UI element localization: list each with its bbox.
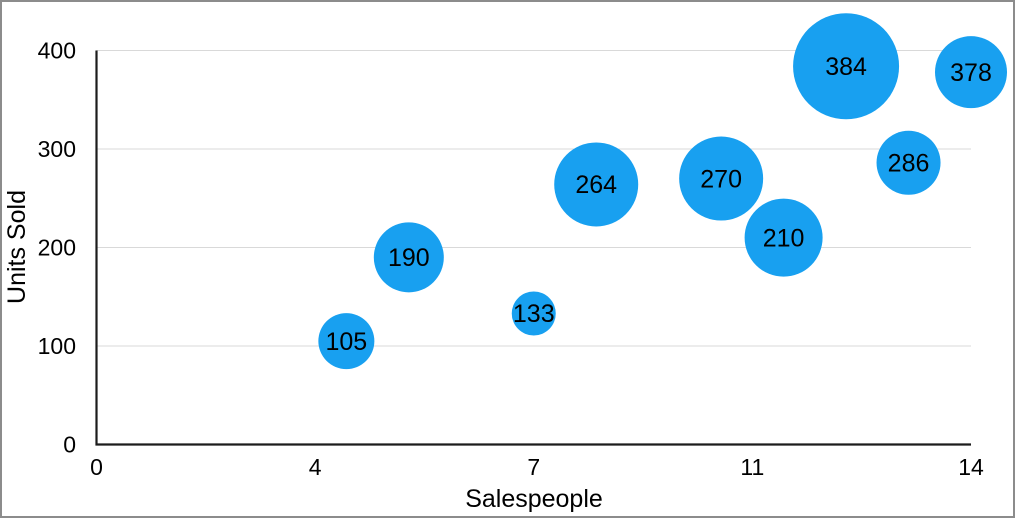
bubble-190 — [373, 222, 444, 293]
y-tick-label-200: 200 — [38, 235, 76, 261]
x-tick-label-7: 7 — [527, 454, 540, 480]
bubble-label-210: 210 — [763, 224, 805, 252]
bubble-label-286: 286 — [888, 150, 930, 178]
bubble-264 — [554, 142, 639, 227]
x-tick-label-11: 11 — [740, 454, 764, 480]
y-axis-title: Units Sold — [3, 190, 31, 304]
x-tick-label-4: 4 — [309, 454, 322, 480]
bubble-label-190: 190 — [388, 244, 430, 272]
bubble-270 — [679, 136, 764, 221]
bubble-210 — [744, 198, 823, 277]
y-tick-label-100: 100 — [38, 333, 76, 359]
bubble-label-264: 264 — [575, 171, 617, 199]
bubble-133 — [511, 291, 556, 336]
bubble-105 — [318, 313, 375, 370]
y-tick-label-400: 400 — [38, 38, 76, 64]
x-axis-title: Salespeople — [465, 485, 603, 513]
bubble-label-105: 105 — [325, 328, 367, 356]
bubble-384 — [793, 13, 900, 120]
bubble-label-270: 270 — [700, 165, 742, 193]
bubble-378 — [935, 36, 1007, 109]
x-tick-label-14: 14 — [958, 454, 984, 480]
x-tick-label-0: 0 — [90, 454, 103, 480]
y-tick-label-0: 0 — [63, 432, 76, 458]
bubble-label-378: 378 — [950, 59, 992, 87]
plot-area: 0 100 200 300 400 0 4 7 11 14 105 190 133 264 270 210 38… — [38, 13, 1007, 480]
y-tick-label-300: 300 — [38, 136, 76, 162]
bubble-label-133: 133 — [513, 300, 555, 328]
bubble-label-384: 384 — [825, 53, 867, 81]
bubble-286 — [876, 130, 941, 195]
